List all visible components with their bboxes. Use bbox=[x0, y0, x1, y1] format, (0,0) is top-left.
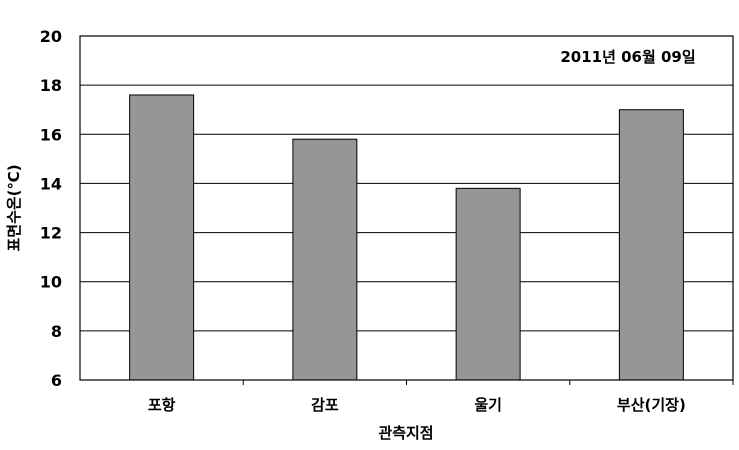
bar bbox=[292, 138, 358, 381]
y-tick-label: 8 bbox=[51, 322, 62, 341]
bars bbox=[129, 94, 684, 381]
x-tick-label: 포항 bbox=[148, 396, 176, 414]
y-tick-label: 20 bbox=[40, 27, 62, 46]
bar bbox=[455, 187, 521, 381]
x-axis-title: 관측지점 bbox=[378, 424, 433, 442]
y-tick-label: 10 bbox=[40, 273, 62, 292]
x-tick-labels: 포항 감포 울기 부산(기장) bbox=[148, 380, 734, 414]
y-tick-labels: 6 8 10 12 14 16 18 20 bbox=[40, 27, 62, 390]
y-axis-title: 표면수온(℃) bbox=[5, 164, 23, 251]
y-tick-label: 6 bbox=[51, 371, 62, 390]
x-tick-label: 감포 bbox=[311, 396, 339, 414]
x-tick-label: 부산(기장) bbox=[617, 396, 686, 414]
bar bbox=[618, 109, 684, 381]
x-tick-label: 울기 bbox=[474, 396, 502, 414]
y-tick-label: 16 bbox=[40, 125, 62, 144]
chart-annotation: 2011년 06월 09일 bbox=[560, 48, 695, 66]
y-tick-label: 12 bbox=[40, 224, 62, 243]
y-tick-label: 18 bbox=[40, 76, 62, 95]
bar bbox=[129, 94, 195, 381]
y-tick-label: 14 bbox=[40, 174, 62, 193]
